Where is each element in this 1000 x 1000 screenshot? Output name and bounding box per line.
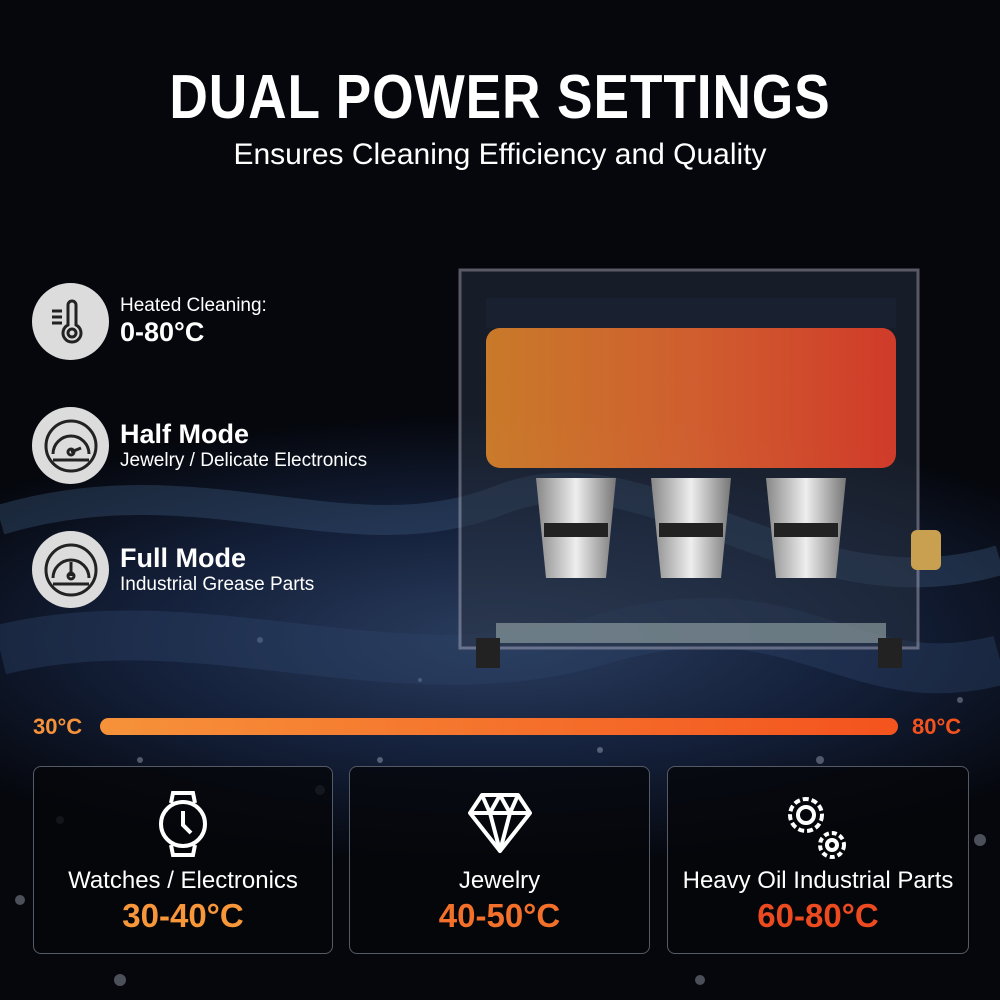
card-label: Jewelry bbox=[458, 867, 541, 894]
half-gauge-icon bbox=[32, 407, 109, 484]
ultrasonic-cleaner-image bbox=[458, 268, 941, 668]
page-title: DUAL POWER SETTINGS bbox=[169, 63, 831, 132]
feature-desc: Industrial Grease Parts bbox=[120, 574, 315, 595]
card-industrial: Heavy Oil Industrial Parts 60-80°C bbox=[667, 766, 969, 954]
feature-title: Half Mode bbox=[120, 419, 250, 449]
feature-half-mode: Half Mode Jewelry / Delicate Electronics bbox=[32, 407, 367, 484]
temperature-gradient-bar bbox=[100, 718, 898, 735]
feature-title: Full Mode bbox=[120, 543, 246, 573]
thermometer-icon bbox=[32, 283, 109, 360]
card-range: 30-40°C bbox=[122, 897, 244, 934]
card-watches: Watches / Electronics 30-40°C bbox=[33, 766, 333, 954]
full-gauge-icon bbox=[32, 531, 109, 608]
gears-icon bbox=[788, 797, 846, 859]
diamond-icon bbox=[467, 793, 532, 853]
watch-icon bbox=[159, 791, 207, 857]
page-subtitle: Ensures Cleaning Efficiency and Quality bbox=[233, 138, 767, 171]
card-label: Watches / Electronics bbox=[68, 867, 298, 894]
feature-full-mode: Full Mode Industrial Grease Parts bbox=[32, 531, 314, 608]
card-range: 60-80°C bbox=[757, 897, 879, 934]
temperature-max-label: 80°C bbox=[912, 714, 962, 739]
card-label: Heavy Oil Industrial Parts bbox=[682, 867, 954, 894]
feature-label: Heated Cleaning: bbox=[120, 295, 267, 316]
feature-heated-cleaning: Heated Cleaning: 0-80°C bbox=[32, 283, 267, 360]
card-range: 40-50°C bbox=[438, 897, 561, 934]
feature-desc: Jewelry / Delicate Electronics bbox=[120, 450, 368, 471]
temperature-min-label: 30°C bbox=[33, 714, 83, 739]
card-jewelry: Jewelry 40-50°C bbox=[349, 766, 650, 954]
feature-value: 0-80°C bbox=[120, 317, 205, 347]
